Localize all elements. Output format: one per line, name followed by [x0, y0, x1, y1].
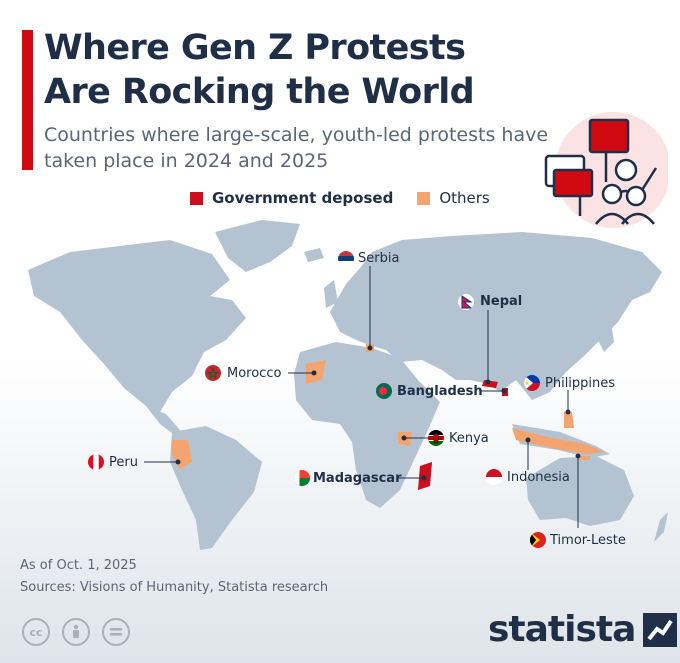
title-accent-bar: [22, 30, 33, 170]
date-note: As of Oct. 1, 2025: [20, 558, 137, 573]
legend-label-others: Others: [439, 189, 490, 207]
sources-note: Sources: Visions of Humanity, Statista r…: [20, 580, 329, 595]
country-label-timor-leste: Timor-Leste: [550, 533, 626, 548]
timor-leste-flag-icon: [530, 532, 546, 548]
country-label-indonesia: Indonesia: [507, 470, 570, 485]
nepal-flag-icon: [458, 294, 474, 310]
country-label-nepal: Nepal: [480, 294, 523, 309]
country-label-philippines: Philippines: [545, 376, 616, 391]
leader-lines: [144, 266, 581, 528]
country-label-kenya: Kenya: [449, 431, 489, 446]
legend-label-deposed: Government deposed: [212, 189, 394, 207]
kenya-flag-icon: [428, 430, 444, 446]
legend-item-others: Others: [417, 189, 490, 207]
country-label-madagascar: Madagascar: [313, 471, 402, 486]
morocco-flag-icon: [205, 365, 221, 381]
country-label-serbia: Serbia: [358, 251, 400, 266]
attribution-icon: [62, 618, 90, 646]
protest-illustration-icon: [544, 112, 668, 228]
creative-commons-icon: cc: [22, 618, 50, 646]
world-map: [28, 220, 668, 550]
page-title: Where Gen Z Protests Are Rocking the Wor…: [44, 28, 475, 112]
page-subtitle: Countries where large-scale, youth-led p…: [44, 124, 549, 172]
map-shape-indonesia: [512, 428, 604, 454]
peru-flag-icon: [88, 454, 104, 470]
legend-swatch-others: [417, 191, 431, 205]
no-derivatives-icon: [102, 618, 130, 646]
country-label-bangladesh: Bangladesh: [397, 384, 483, 399]
brand-name: statista: [488, 609, 636, 650]
legend: Government deposed Others: [190, 189, 514, 207]
bangladesh-flag-icon: [376, 383, 392, 399]
map-shape-philippines: [564, 412, 574, 428]
country-label-morocco: Morocco: [227, 366, 282, 381]
legend-item-deposed: Government deposed: [190, 189, 393, 207]
country-label-peru: Peru: [109, 455, 138, 470]
legend-swatch-deposed: [190, 191, 203, 205]
philippines-flag-icon: [524, 375, 540, 391]
statista-logo[interactable]: statista: [488, 609, 678, 650]
map-shape-timor-leste: [578, 456, 590, 460]
statista-logo-mark-icon: [643, 612, 678, 647]
indonesia-flag-icon: [486, 469, 502, 485]
madagascar-flag-icon: [294, 470, 310, 486]
serbia-flag-icon: [338, 251, 354, 267]
